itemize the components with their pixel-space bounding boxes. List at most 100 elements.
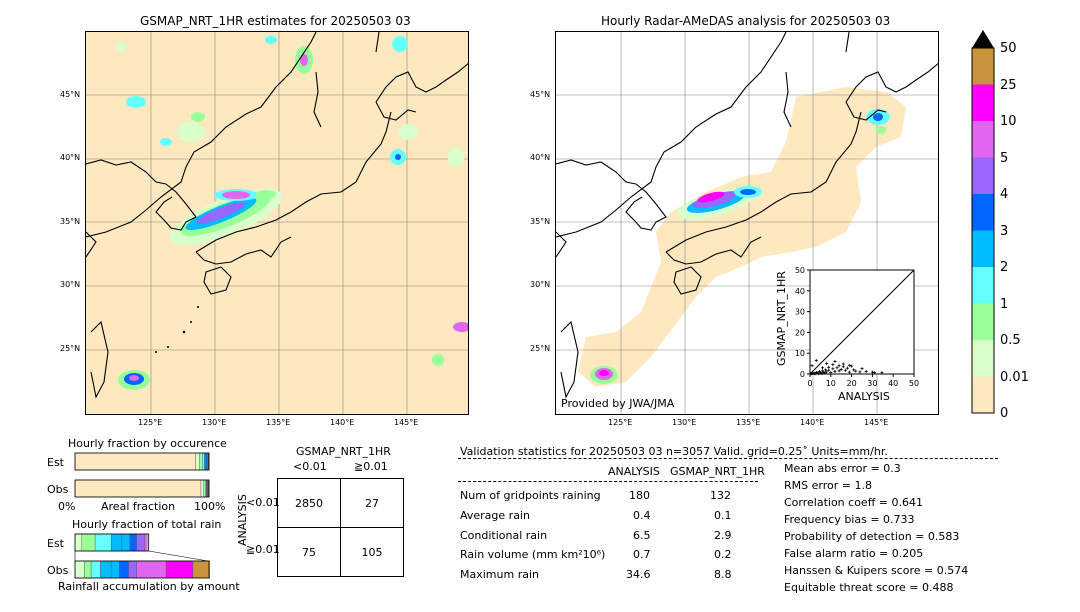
right-lon-label: 130°E	[672, 418, 697, 427]
scatter-point	[841, 365, 845, 369]
scatter-point	[845, 366, 849, 370]
contingency-col-header: <0.01	[293, 460, 327, 473]
right-lat-label: 25°N	[530, 344, 551, 353]
scatter-point	[823, 371, 827, 375]
colorbar-label: 25	[1000, 78, 1017, 93]
scatter-point	[833, 360, 837, 364]
validation-row-gsmap: 132	[710, 489, 731, 502]
contingency-col-header: ≧0.01	[354, 460, 388, 473]
scatter-ytick-label: 0	[800, 370, 805, 379]
left-map-title: GSMAP_NRT_1HR estimates for 20250503 03	[140, 14, 411, 28]
colorbar-segment	[972, 303, 994, 340]
colorbar-frame	[971, 47, 995, 414]
totalrain-bar-segment	[136, 560, 167, 579]
left-lon-label: 130°E	[202, 418, 227, 427]
left-lon-label: 140°E	[330, 418, 355, 427]
totalrain-chart	[74, 531, 214, 581]
colorbar	[960, 28, 1040, 418]
totalrain-bar-outline	[74, 560, 210, 579]
totalrain-bar-outline	[74, 533, 150, 552]
validation-score: Frequency bias = 0.733	[784, 513, 915, 526]
colorbar-segment	[972, 340, 994, 377]
scatter-point	[880, 371, 884, 375]
scatter-ytick-label: 30	[795, 308, 805, 317]
totalrain-bar-segment	[84, 560, 92, 579]
left-lon-label: 125°E	[138, 418, 163, 427]
colorbar-label: 0.5	[1000, 333, 1021, 348]
right-lon-label: 145°E	[864, 418, 889, 427]
scatter-point	[824, 368, 828, 372]
occurrence-chart	[74, 450, 210, 500]
validation-col-analysis: ANALYSIS	[608, 465, 660, 478]
occurrence-bar-segment	[74, 452, 196, 471]
scatter-point	[831, 363, 835, 367]
scatter-xlabel: ANALYSIS	[838, 390, 890, 403]
validation-row-analysis: 0.4	[633, 509, 651, 522]
colorbar-segment	[972, 230, 994, 267]
scatter-point	[839, 367, 843, 371]
scatter-ytick-label: 50	[795, 266, 805, 275]
scatter-point	[827, 368, 831, 372]
scatter-point	[816, 372, 820, 376]
colorbar-segment	[972, 48, 994, 85]
occurrence-row-label: Est	[47, 456, 64, 469]
totalrain-connector	[148, 550, 209, 562]
left-lat-label: 35°N	[60, 217, 81, 226]
scatter-point	[837, 364, 841, 368]
occurrence-tick: 100%	[194, 500, 226, 513]
colorbar-label: 1	[1000, 297, 1009, 312]
scatter-point	[833, 370, 837, 374]
colorbar-label: 5	[1000, 151, 1009, 166]
colorbar-segment	[972, 194, 994, 231]
totalrain-bar-segment	[128, 560, 137, 579]
left-lat-label: 45°N	[60, 90, 81, 99]
scatter-point	[858, 370, 862, 374]
validation-score: Probability of detection = 0.583	[784, 530, 960, 543]
colorbar-label: 50	[1000, 41, 1017, 56]
right-lat-label: 40°N	[530, 153, 551, 162]
totalrain-bar-segment	[94, 533, 112, 552]
validation-col-gsmap: GSMAP_NRT_1HR	[670, 465, 765, 478]
scatter-ytick-label: 20	[795, 328, 805, 337]
contingency-cell: 75	[277, 527, 341, 577]
left-map	[85, 31, 469, 415]
totalrain-bar-segment	[90, 560, 101, 579]
contingency-cell: 27	[340, 478, 404, 528]
left-map-canvas	[86, 32, 468, 414]
validation-row-analysis: 180	[629, 489, 650, 502]
validation-score: Mean abs error = 0.3	[784, 462, 901, 475]
validation-row-gsmap: 0.2	[714, 548, 732, 561]
scatter-point	[848, 363, 852, 367]
totalrain-bar-segment	[136, 533, 145, 552]
validation-score: False alarm ratio = 0.205	[784, 547, 924, 560]
colorbar-segment	[972, 267, 994, 304]
totalrain-bar-segment	[144, 533, 148, 552]
scatter-point	[810, 364, 814, 368]
validation-row-analysis: 6.5	[633, 529, 651, 542]
colorbar-label: 2	[1000, 260, 1009, 275]
totalrain-bar-segment	[121, 533, 131, 552]
scatter-point	[829, 371, 833, 375]
scatter-ylabel: GSMAP_NRT_1HR	[775, 271, 788, 366]
totalrain-bar-segment	[110, 560, 120, 579]
validation-table-divider	[458, 481, 758, 482]
occurrence-bar-segment	[202, 452, 205, 471]
occurrence-bar-segment	[203, 479, 206, 498]
validation-row-label: Average rain	[460, 509, 530, 522]
totalrain-bar-segment	[74, 560, 85, 579]
validation-score: Hanssen & Kuipers score = 0.574	[784, 564, 969, 577]
right-lon-label: 140°E	[800, 418, 825, 427]
right-lat-label: 45°N	[530, 90, 551, 99]
validation-divider	[458, 458, 998, 459]
occurrence-bar-outline	[74, 479, 210, 498]
scatter-point	[848, 370, 852, 374]
colorbar-segment	[972, 84, 994, 121]
scatter-point	[854, 369, 858, 373]
scatter-point	[827, 365, 831, 369]
left-lat-label: 30°N	[60, 280, 81, 289]
colorbar-label: 0	[1000, 406, 1009, 421]
scatter-point	[850, 364, 854, 368]
left-lat-label: 40°N	[60, 153, 81, 162]
scatter-point	[841, 362, 845, 366]
totalrain-row-label: Obs	[47, 564, 69, 577]
